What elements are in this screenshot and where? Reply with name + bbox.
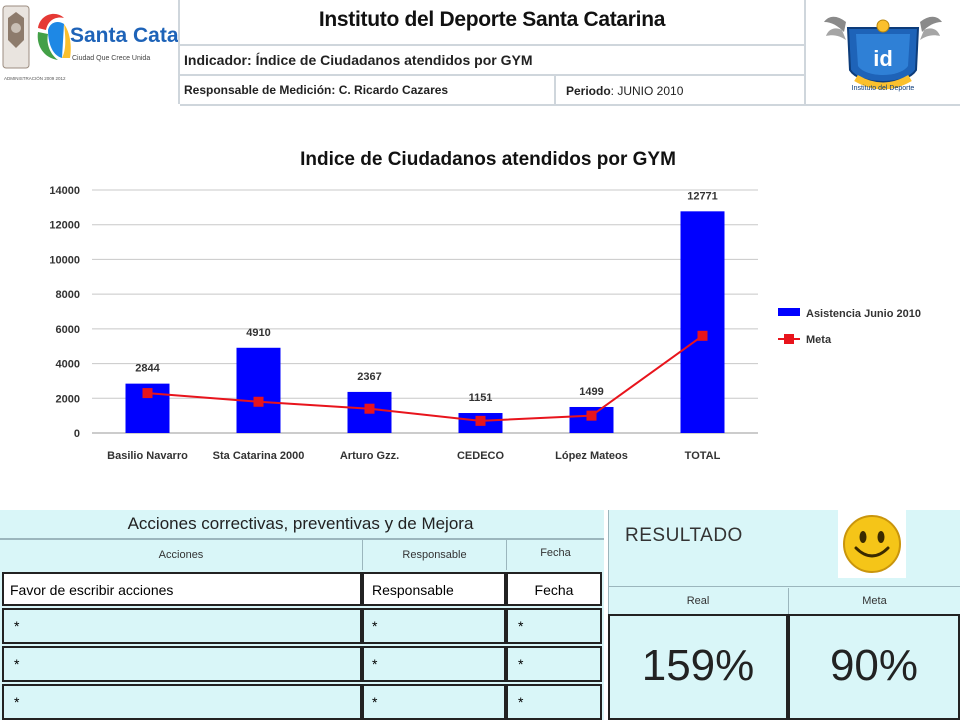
bars	[125, 211, 725, 433]
col-header-acciones: Acciones	[158, 549, 204, 561]
data-label: 1151	[469, 392, 493, 404]
eagle-wings-icon	[824, 16, 942, 40]
data-label: 12771	[687, 190, 718, 202]
meta-point	[475, 415, 486, 426]
header-bottom-border	[180, 104, 960, 106]
y-tick-label: 8000	[56, 289, 80, 301]
action-cell[interactable]: *	[2, 684, 362, 720]
indicator-line: Indicador: Índice de Ciudadanos atendido…	[184, 52, 800, 68]
indicator-value: Índice de Ciudadanos atendidos por GYM	[255, 52, 533, 68]
x-tick-label: TOTAL	[685, 450, 721, 462]
responsible-cell[interactable]: Responsable	[362, 572, 506, 606]
result-label: RESULTADO	[625, 525, 743, 546]
real-label: Real	[686, 595, 710, 607]
responsible-value: C. Ricardo Cazares	[338, 83, 449, 97]
meta-line	[147, 334, 704, 422]
action-cell[interactable]: Favor de escribir acciones	[2, 572, 362, 606]
legend: Asistencia Junio 2010 Meta	[778, 308, 921, 346]
col-header-responsable: Responsable	[362, 540, 506, 570]
data-labels: 2844 4910 2367 1151 1499 12771	[135, 190, 718, 404]
action-cell[interactable]: *	[2, 608, 362, 644]
x-tick-label: López Mateos	[555, 450, 628, 462]
y-tick-label: 14000	[49, 185, 80, 197]
municipal-seal-icon	[2, 5, 30, 69]
data-label: 2844	[135, 363, 160, 375]
data-label: 1499	[579, 386, 603, 398]
meta-point	[697, 330, 708, 341]
logo-tagline: Ciudad Que Crece Unida	[72, 55, 150, 62]
y-tick-label: 10000	[49, 254, 80, 266]
meta-point	[586, 410, 597, 421]
responsible-cell[interactable]: *	[362, 646, 506, 682]
legend-label: Asistencia Junio 2010	[806, 308, 921, 320]
x-tick-label: CEDECO	[457, 450, 505, 462]
meta-point	[142, 388, 153, 399]
date-cell[interactable]: Fecha	[506, 572, 602, 606]
meta-label: Meta	[788, 588, 960, 614]
gridlines	[92, 189, 758, 434]
date-cell[interactable]: *	[506, 684, 602, 720]
shield-badge-icon	[846, 19, 920, 83]
x-tick-label: Basilio Navarro	[107, 450, 188, 462]
y-axis-labels: 0 2000 4000 6000 8000 10000 12000 14000	[49, 185, 80, 440]
chart: Indice de Ciudadanos atendidos por GYM 0…	[49, 149, 921, 462]
y-tick-label: 2000	[56, 393, 80, 405]
date-cell[interactable]: *	[506, 646, 602, 682]
seal-caption: ADMINISTRACIÓN 2009 2012	[4, 75, 66, 81]
real-value: 159%	[608, 614, 788, 720]
date-cell[interactable]: *	[506, 608, 602, 644]
action-cell[interactable]: *	[2, 646, 362, 682]
meta-line-group	[142, 330, 708, 426]
legend-label: Meta	[806, 334, 832, 346]
santa-catarina-mark-icon	[37, 13, 71, 60]
responsible-cell[interactable]: *	[362, 608, 506, 644]
meta-point	[364, 403, 375, 414]
responsible-label: Responsable de Medición:	[184, 83, 339, 97]
logo-text: Santa Catarina	[70, 24, 178, 47]
period-line: Periodo: JUNIO 2010	[566, 84, 802, 98]
logo-initials: id	[873, 46, 893, 71]
actions-title: Acciones correctivas, preventivas y de M…	[127, 514, 474, 533]
responsible-cell[interactable]: *	[362, 684, 506, 720]
legend-marker	[784, 334, 794, 344]
data-label: 2367	[357, 371, 381, 383]
period-value: : JUNIO 2010	[610, 84, 684, 98]
header-right-logo-box: id Instituto del Deporte	[804, 0, 960, 104]
bar	[680, 211, 725, 433]
legend-bar-swatch	[778, 308, 800, 316]
y-tick-label: 0	[74, 428, 80, 440]
page-title: Instituto del Deporte Santa Catarina	[318, 8, 666, 31]
y-tick-label: 4000	[56, 359, 80, 371]
y-tick-label: 12000	[49, 220, 80, 232]
header-divider-3	[554, 76, 556, 104]
chart-title: Indice de Ciudadanos atendidos por GYM	[300, 149, 676, 170]
x-tick-label: Sta Catarina 2000	[213, 450, 305, 462]
actions-divider	[0, 538, 604, 540]
result-divider	[608, 586, 960, 587]
period-label: Periodo	[566, 84, 611, 98]
bar	[236, 347, 281, 433]
instituto-deporte-logo: id Instituto del Deporte	[824, 16, 942, 92]
meta-point	[253, 396, 264, 407]
responsible-line: Responsable de Medición: C. Ricardo Caza…	[184, 83, 554, 97]
header-left-logo-box: ADMINISTRACIÓN 2009 2012 Santa Catarina …	[0, 0, 217, 104]
header-divider-2	[180, 74, 804, 76]
logo-caption: Instituto del Deporte	[852, 85, 915, 92]
smiley-face-icon	[838, 510, 906, 578]
indicator-label: Indicador:	[184, 52, 256, 68]
meta-value: 90%	[788, 614, 960, 720]
y-tick-label: 6000	[56, 324, 80, 336]
santa-catarina-logo: ADMINISTRACIÓN 2009 2012 Santa Catarina …	[2, 5, 217, 81]
col-header-fecha: Fecha	[506, 540, 604, 570]
x-axis-labels: Basilio Navarro Sta Catarina 2000 Arturo G…	[107, 450, 720, 462]
x-tick-label: Arturo Gzz.	[340, 450, 399, 462]
data-label: 4910	[246, 327, 270, 339]
header-divider-1	[180, 44, 804, 46]
